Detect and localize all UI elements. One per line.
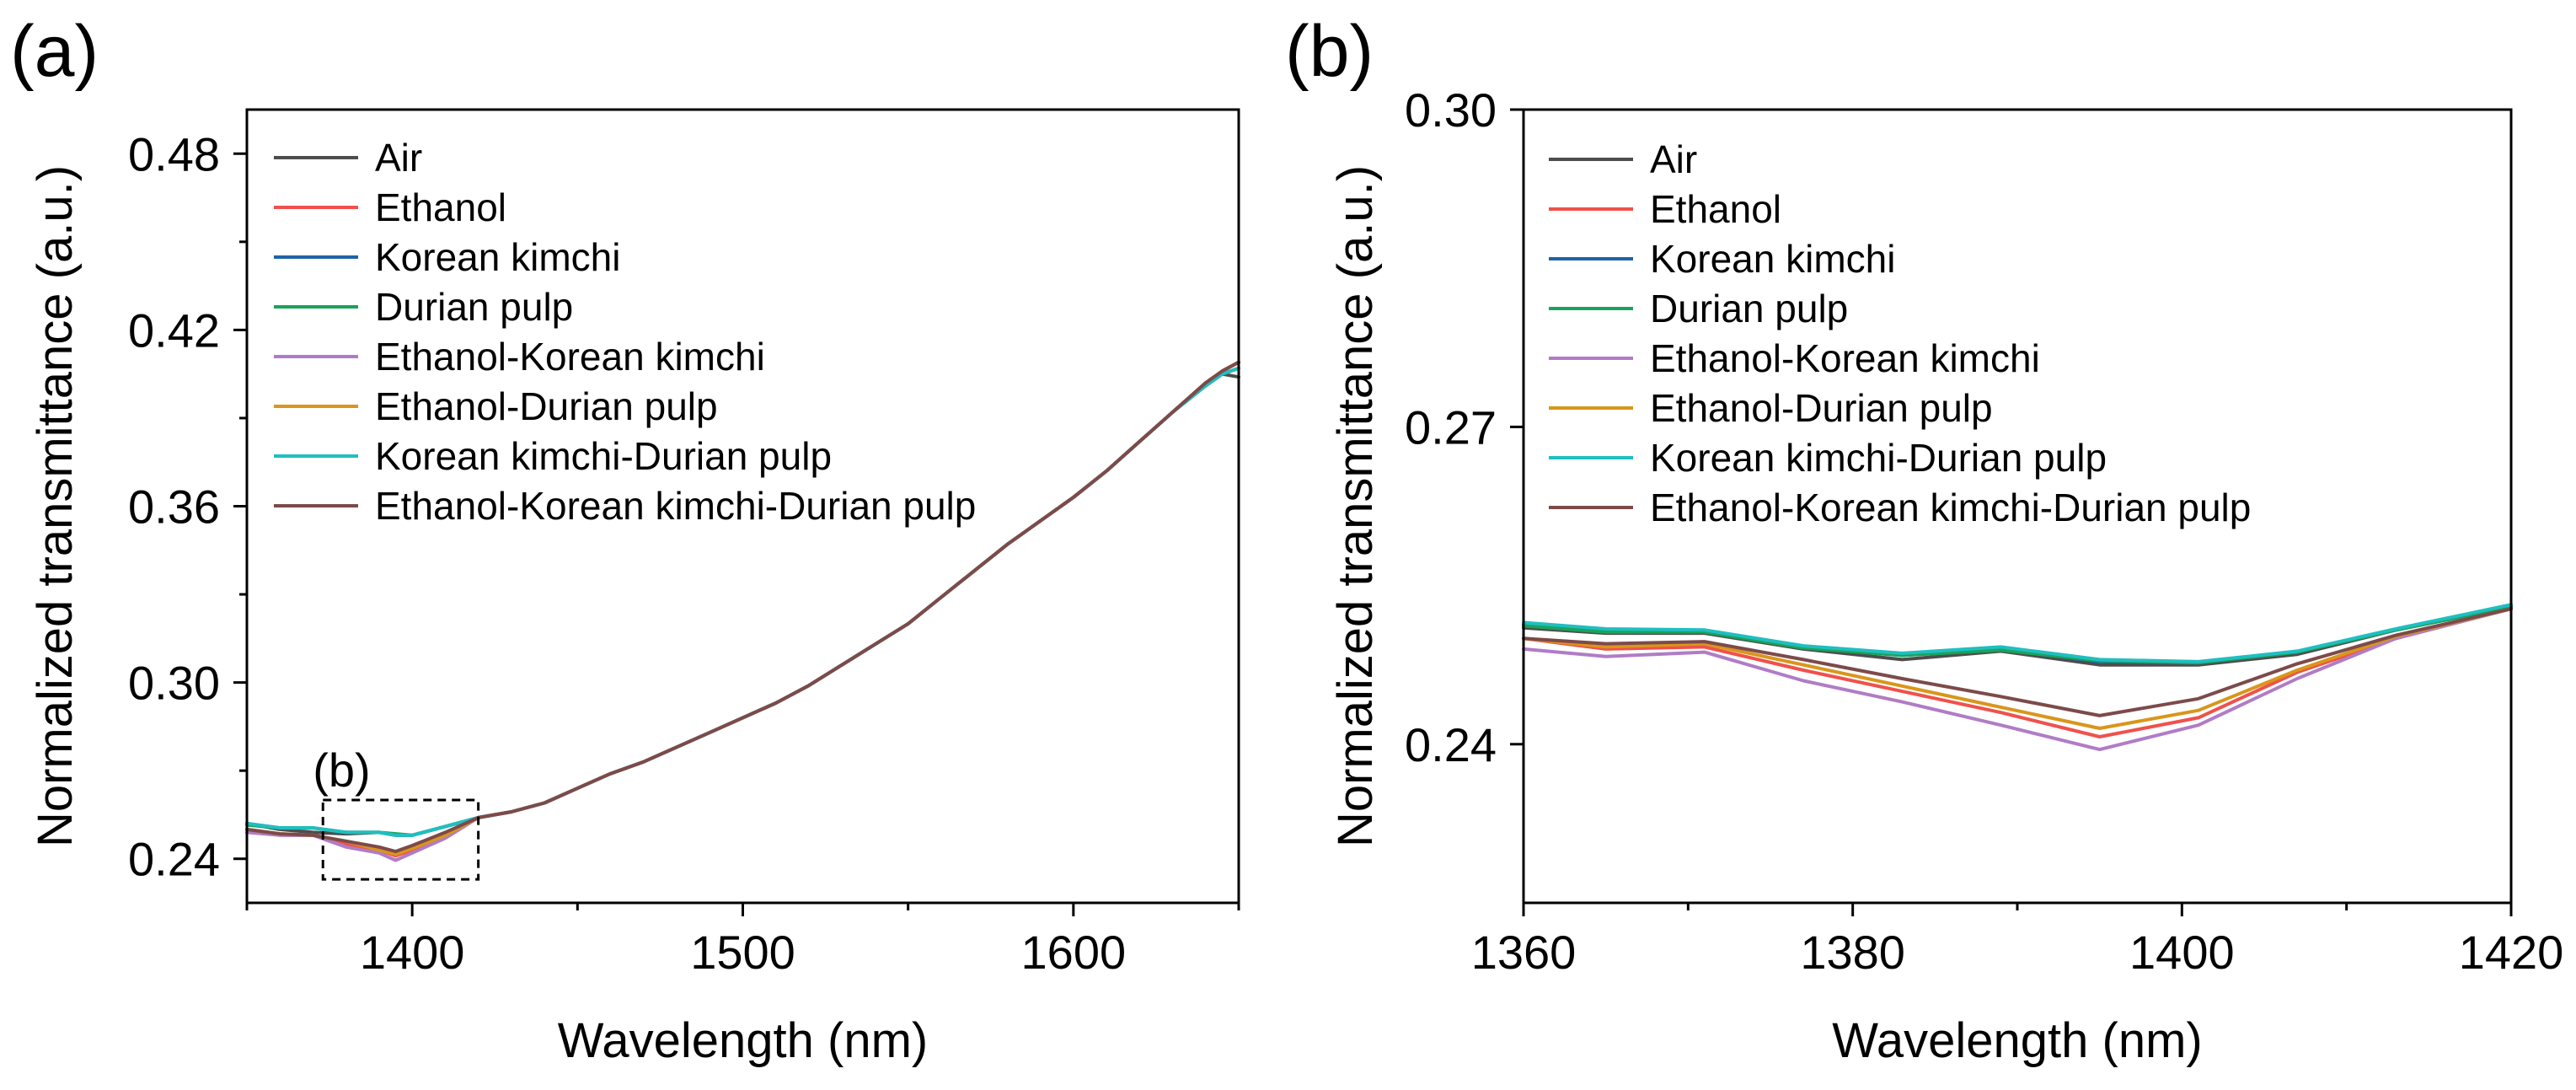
x-axis-label: Wavelength (nm) <box>558 1013 928 1068</box>
legend-label-1: Ethanol <box>1650 187 1781 231</box>
y-axis-label: Normalized transmittance (a.u.) <box>1328 165 1383 847</box>
series-line-7 <box>245 360 1240 853</box>
legend-label-0: Air <box>375 136 422 180</box>
legend-label-4: Ethanol-Korean kimchi <box>375 335 765 379</box>
x-tick-label-1: 1500 <box>690 926 795 979</box>
legend-label-2: Korean kimchi <box>375 235 620 279</box>
series-line-7 <box>1522 607 2513 717</box>
legend-label-2: Korean kimchi <box>1650 237 1895 281</box>
x-tick-label-1: 1380 <box>1800 926 1905 979</box>
panel-label: (b) <box>1285 11 1374 92</box>
legend-label-1: Ethanol <box>375 185 506 229</box>
legend-label-5: Ethanol-Durian pulp <box>1650 386 1993 430</box>
legend-label-3: Durian pulp <box>375 285 573 329</box>
series-line-5 <box>1522 607 2513 730</box>
legend-label-0: Air <box>1650 137 1697 181</box>
x-tick-label-3: 1420 <box>2459 926 2564 979</box>
x-axis-label: Wavelength (nm) <box>1832 1013 2202 1068</box>
series-line-1 <box>1522 607 2513 738</box>
panel-a: (a) (b) 1400 1500 1600 0.24 0.30 0.36 0.42 0.48 Wa… <box>10 11 1240 1068</box>
legend-label-7: Ethanol-Korean kimchi-Durian pulp <box>375 484 976 528</box>
panel-label: (a) <box>10 11 99 92</box>
y-tick-label-3: 0.42 <box>128 303 220 357</box>
y-tick-label-0: 0.24 <box>128 833 220 886</box>
legend-label-4: Ethanol-Korean kimchi <box>1650 336 2040 380</box>
legend-label-7: Ethanol-Korean kimchi-Durian pulp <box>1650 486 2251 529</box>
panel-b: (b) 1360 1380 1400 1420 0.24 0.27 0.30 Wavelengt… <box>1285 11 2563 1068</box>
legend-label-6: Korean kimchi-Durian pulp <box>375 434 832 478</box>
series-line-4 <box>1522 607 2513 752</box>
x-tick-label-2: 1400 <box>2129 926 2235 979</box>
y-tick-label-0: 0.24 <box>1405 718 1497 771</box>
legend-label-3: Durian pulp <box>1650 287 1848 330</box>
y-tick-label-4: 0.48 <box>128 127 220 180</box>
y-tick-label-1: 0.27 <box>1405 400 1497 454</box>
inset-box-label: (b) <box>313 744 370 797</box>
legend-label-6: Korean kimchi-Durian pulp <box>1650 436 2107 480</box>
legend-label-5: Ethanol-Durian pulp <box>375 384 718 428</box>
y-tick-label-2: 0.30 <box>1405 83 1497 137</box>
inset-box <box>321 798 480 881</box>
series-line-6 <box>1522 603 2513 663</box>
x-tick-label-0: 1400 <box>360 926 465 979</box>
y-axis-label: Normalized transmittance (a.u.) <box>28 165 83 847</box>
x-tick-label-2: 1600 <box>1021 926 1127 979</box>
x-tick-label-0: 1360 <box>1471 926 1577 979</box>
y-tick-label-1: 0.30 <box>128 657 220 710</box>
y-tick-label-2: 0.36 <box>128 481 220 534</box>
